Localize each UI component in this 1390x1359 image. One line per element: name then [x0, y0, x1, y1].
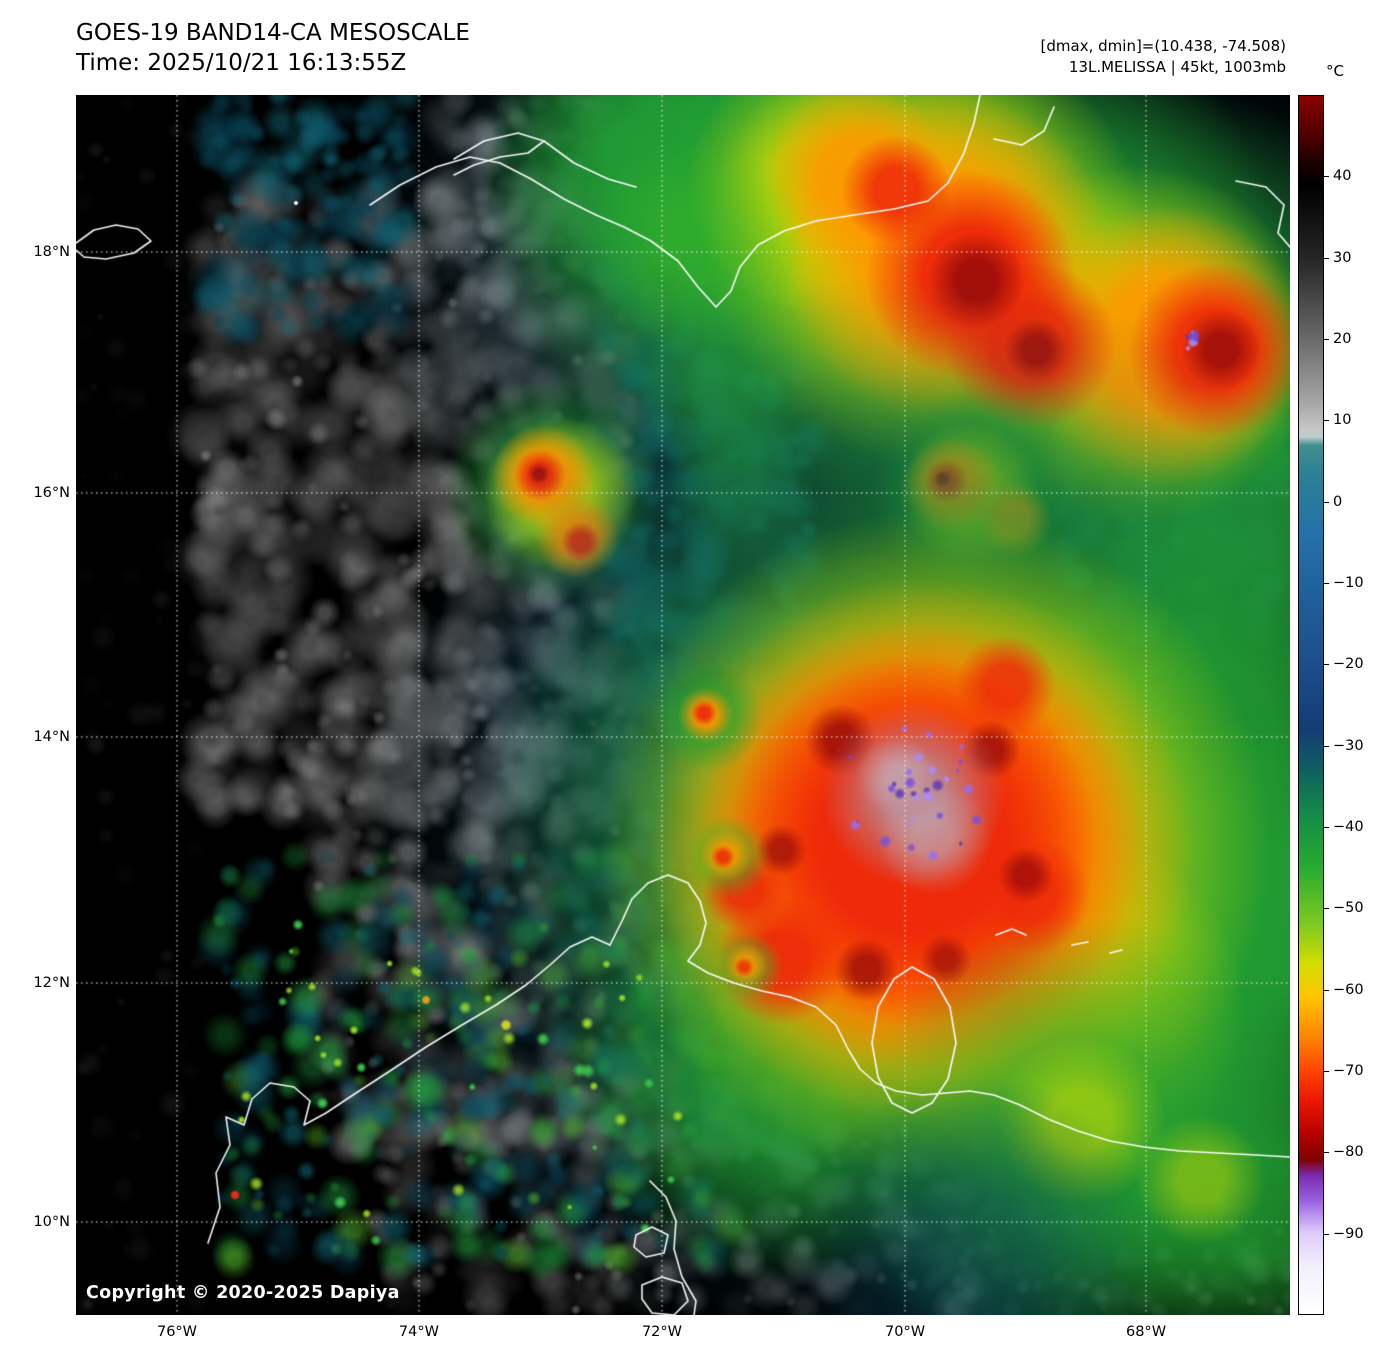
colorbar-tick-mark	[1324, 664, 1329, 666]
storm-info: 13L.MELISSA | 45kt, 1003mb	[1068, 58, 1286, 76]
colorbar-tick-mark	[1324, 501, 1329, 503]
colorbar-tick-mark	[1324, 745, 1329, 747]
title-block: GOES-19 BAND14-CA MESOSCALE Time: 2025/1…	[76, 18, 470, 78]
satellite-canvas	[76, 95, 1290, 1315]
colorbar-tick-label: −50	[1333, 900, 1364, 917]
colorbar-tick-label: −40	[1333, 819, 1364, 835]
colorbar	[1298, 95, 1324, 1315]
colorbar-tick-label: −10	[1333, 575, 1364, 591]
lat-tick-label: 16°N	[33, 484, 70, 501]
map-area: Copyright © 2020-2025 Dapiya	[76, 95, 1290, 1315]
lat-tick-label: 10°N	[33, 1214, 70, 1231]
colorbar-tick-label: −70	[1333, 1063, 1364, 1079]
lat-tick-label: 12°N	[33, 975, 70, 992]
colorbar-unit-label: °C	[1326, 62, 1344, 80]
lat-tick-label: 18°N	[33, 244, 70, 260]
product-title: GOES-19 BAND14-CA MESOSCALE	[76, 20, 470, 46]
header-right: [dmax, dmin]=(10.438, -74.508) 13L.MELIS…	[1041, 36, 1286, 78]
colorbar-tick-label: −80	[1333, 1144, 1364, 1161]
colorbar-tick-mark	[1324, 583, 1329, 584]
lon-tick-label: 72°W	[641, 1324, 683, 1340]
dmax-dmin-readout: [dmax, dmin]=(10.438, -74.508)	[1040, 37, 1286, 55]
colorbar-tick-label: −90	[1333, 1225, 1364, 1242]
colorbar-tick-mark	[1324, 176, 1329, 178]
colorbar-tick-mark	[1324, 1071, 1329, 1072]
lon-tick-label: 76°W	[156, 1324, 198, 1340]
colorbar-tick-label: −60	[1333, 981, 1364, 998]
colorbar-tick-label: 10	[1333, 412, 1352, 429]
colorbar-tick-label: 40	[1333, 168, 1352, 185]
colorbar-tick-mark	[1324, 908, 1329, 910]
lon-tick-label: 68°W	[1125, 1324, 1167, 1340]
lat-tick-label: 14°N	[33, 728, 70, 745]
colorbar-tick-mark	[1324, 1233, 1329, 1235]
colorbar-tick-mark	[1324, 257, 1329, 259]
colorbar-tick-label: 20	[1333, 331, 1352, 347]
lon-tick-label: 74°W	[398, 1324, 439, 1340]
colorbar-tick-label: 30	[1333, 249, 1352, 266]
colorbar-tick-mark	[1324, 989, 1329, 991]
timestamp: Time: 2025/10/21 16:13:55Z	[76, 50, 407, 76]
lon-tick-label: 70°W	[885, 1324, 926, 1340]
colorbar-tick-label: 0	[1333, 493, 1343, 510]
colorbar-tick-mark	[1324, 420, 1329, 422]
colorbar-tick-mark	[1324, 339, 1329, 340]
colorbar-tick-label: −30	[1333, 737, 1364, 754]
colorbar-tick-mark	[1324, 1152, 1329, 1154]
colorbar-tick-label: −20	[1333, 656, 1364, 673]
copyright-watermark: Copyright © 2020-2025 Dapiya	[86, 1283, 400, 1303]
colorbar-tick-mark	[1324, 827, 1329, 828]
